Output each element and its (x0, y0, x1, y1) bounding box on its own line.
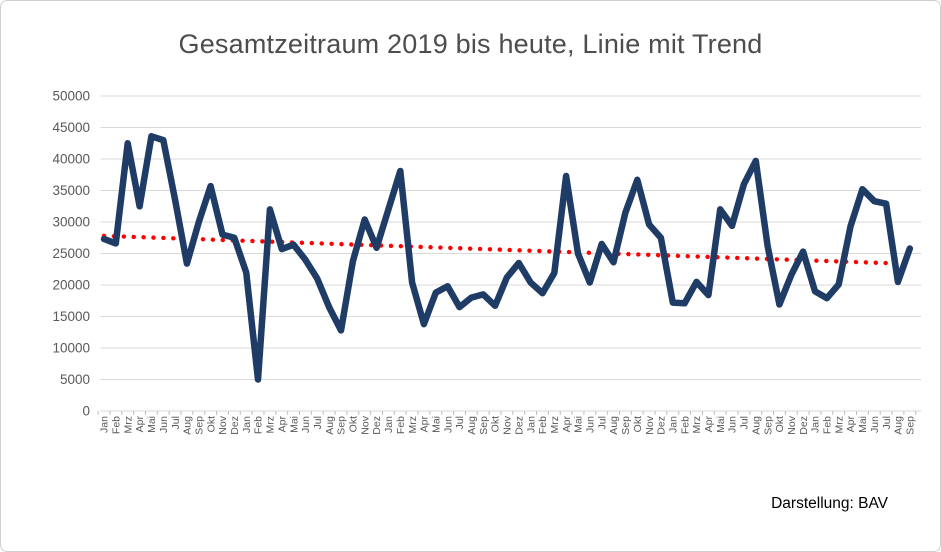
x-tick-label: Sep (904, 416, 916, 435)
x-tick-label: Mai (288, 416, 300, 433)
x-tick-label: Apr (419, 416, 431, 433)
x-tick-label: Okt (348, 416, 360, 432)
x-tick-label: Mrz (691, 416, 703, 434)
x-tick-label: Sep (620, 416, 632, 435)
x-tick-label: Jun (727, 416, 739, 433)
x-tick-label: Aug (608, 416, 620, 435)
x-tick-label: Okt (632, 416, 644, 432)
x-tick-label: Apr (703, 416, 715, 433)
x-tick-label: Jan (241, 416, 253, 433)
x-tick-label: Dez (371, 416, 383, 435)
x-tick-marks (97, 411, 917, 415)
y-tick-label: 45000 (52, 120, 90, 135)
y-tick-label: 5000 (60, 372, 90, 387)
x-tick-label: Jun (869, 416, 881, 433)
x-tick-label: Sep (193, 416, 205, 435)
x-tick-label: Mrz (265, 416, 277, 434)
x-tick-label: Feb (111, 416, 123, 434)
x-tick-label: Sep (478, 416, 490, 435)
x-tick-label: Jun (300, 416, 312, 433)
x-tick-label: Mai (573, 416, 585, 433)
x-tick-label: Mai (430, 416, 442, 433)
x-axis-labels: Jan Feb Mrz Apr Mai Jun Jul Aug Sep Okt Nov Dez Jan F… (99, 415, 917, 434)
x-tick-label: Apr (845, 416, 857, 433)
x-tick-label: Jul (170, 416, 182, 429)
y-tick-label: 30000 (52, 215, 90, 230)
x-tick-label: Mrz (833, 416, 845, 434)
x-tick-label: Aug (893, 416, 905, 435)
x-tick-label: Nov (786, 415, 798, 434)
x-tick-label: Dez (229, 416, 241, 435)
x-tick-label: Nov (359, 415, 371, 434)
x-tick-label: Feb (253, 416, 265, 434)
x-tick-label: Okt (774, 416, 786, 432)
x-tick-label: Jul (454, 416, 466, 429)
y-tick-label: 10000 (52, 341, 90, 356)
y-tick-label: 35000 (52, 183, 90, 198)
gridlines (100, 95, 921, 412)
x-tick-label: Okt (490, 416, 502, 432)
x-tick-label: Okt (205, 416, 217, 432)
trend-line (101, 233, 912, 267)
x-tick-label: Nov (502, 415, 514, 434)
x-tick-label: Mrz (549, 416, 561, 434)
x-tick-label: Jan (810, 416, 822, 433)
x-tick-label: Feb (395, 416, 407, 434)
y-tick-label: 0 (82, 404, 90, 419)
x-tick-label: Nov (644, 415, 656, 434)
x-tick-label: Jul (596, 416, 608, 429)
x-tick-label: Jan (99, 416, 111, 433)
x-tick-label: Mrz (407, 416, 419, 434)
x-tick-label: Aug (750, 416, 762, 435)
x-tick-label: Dez (513, 416, 525, 435)
source-label: Darstellung: BAV (771, 495, 888, 512)
x-tick-label: Mai (146, 416, 158, 433)
x-tick-label: Feb (679, 416, 691, 434)
x-tick-label: Jul (881, 416, 893, 429)
x-tick-label: Feb (537, 416, 549, 434)
data-line-monatswerte (100, 133, 914, 383)
x-tick-label: Aug (466, 416, 478, 435)
x-tick-label: Jun (442, 416, 454, 433)
x-tick-label: Feb (822, 416, 834, 434)
x-tick-label: Dez (656, 416, 668, 435)
x-tick-label: Aug (182, 416, 194, 435)
x-tick-label: Aug (324, 416, 336, 435)
x-tick-label: Jun (158, 416, 170, 433)
y-tick-label: 15000 (52, 309, 90, 324)
x-tick-label: Sep (336, 416, 348, 435)
x-tick-label: Jun (585, 416, 597, 433)
x-tick-label: Sep (762, 416, 774, 435)
y-tick-label: 50000 (52, 89, 90, 104)
y-tick-label: 25000 (52, 246, 90, 261)
y-axis-labels: 0 5000 10000 15000 20000 25000 30000 35000 40000… (52, 89, 90, 419)
x-tick-label: Jul (312, 416, 324, 429)
y-tick-label: 40000 (52, 152, 90, 167)
x-tick-label: Dez (798, 416, 810, 435)
x-tick-label: Jan (383, 416, 395, 433)
x-tick-label: Mrz (122, 416, 134, 434)
x-tick-label: Jan (525, 416, 537, 433)
x-tick-label: Nov (217, 415, 229, 434)
x-tick-label: Mai (715, 416, 727, 433)
x-tick-label: Apr (561, 416, 573, 433)
y-tick-label: 20000 (52, 278, 90, 293)
x-tick-label: Jan (667, 416, 679, 433)
x-tick-label: Apr (134, 416, 146, 433)
x-tick-label: Mai (857, 416, 869, 433)
x-tick-label: Apr (276, 416, 288, 433)
chart-title: Gesamtzeitraum 2019 bis heute, Linie mit… (178, 29, 763, 59)
x-tick-label: Jul (739, 416, 751, 429)
